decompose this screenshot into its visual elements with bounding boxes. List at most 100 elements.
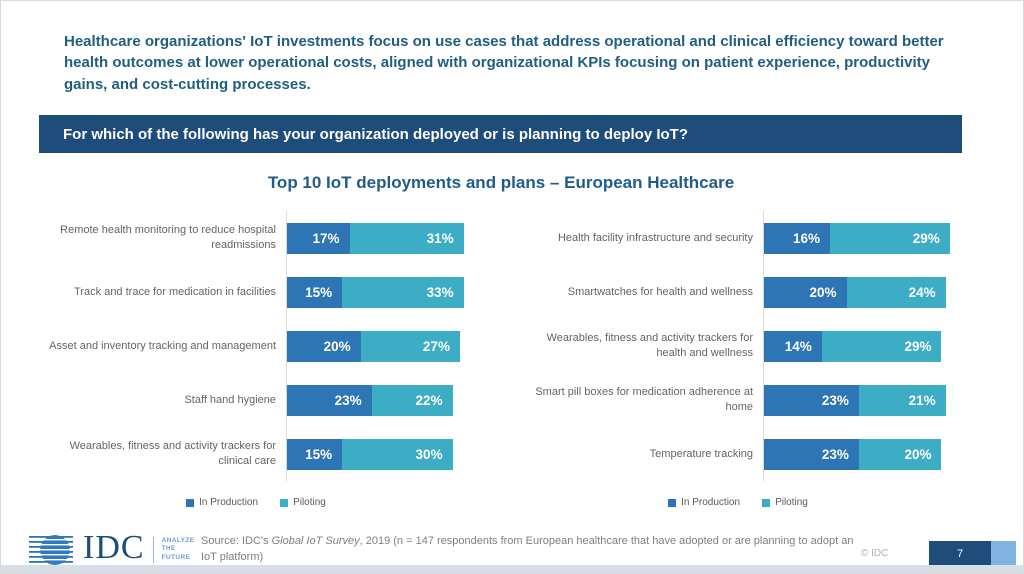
chart-row: Remote health monitoring to reduce hospi… — [41, 211, 471, 265]
bar-segment-in-production: 15% — [287, 276, 343, 308]
stacked-bar: 23% 21% — [764, 384, 958, 416]
chart-row: Health facility infrastructure and secur… — [518, 211, 958, 265]
bar-segment-in-production: 17% — [287, 222, 350, 254]
chart-rows: Health facility infrastructure and secur… — [518, 211, 958, 481]
bar-value-label: 17% — [312, 230, 340, 246]
legend-item-piloting: Piloting — [280, 497, 326, 508]
bar-plot-area: 15% 30% — [286, 427, 471, 481]
bar-plot-area: 23% 21% — [763, 373, 958, 427]
bar-value-label: 15% — [305, 446, 333, 462]
source-prefix: Source: IDC's — [201, 535, 272, 547]
bar-segment-in-production: 23% — [764, 384, 859, 416]
category-label: Wearables, fitness and activity trackers… — [546, 332, 753, 359]
bar-segment-piloting: 31% — [349, 222, 464, 254]
legend-item-in-production: In Production — [668, 497, 740, 508]
stacked-bar: 23% 20% — [764, 438, 958, 470]
bar-segment-in-production: 20% — [764, 276, 847, 308]
chart-row: Asset and inventory tracking and managem… — [41, 319, 471, 373]
bar-segment-in-production: 23% — [764, 438, 859, 470]
legend-label: Piloting — [775, 497, 808, 508]
bar-value-label: 22% — [415, 392, 443, 408]
category-label: Smart pill boxes for medication adherenc… — [535, 386, 753, 413]
bar-value-label: 20% — [904, 446, 932, 462]
chart-title: Top 10 IoT deployments and plans – Europ… — [267, 173, 735, 192]
chart-row: Smartwatches for health and wellness 20% 2… — [518, 265, 958, 319]
chart-row: Wearables, fitness and activity trackers… — [518, 319, 958, 373]
bar-value-label: 15% — [305, 284, 333, 300]
bar-value-label: 29% — [912, 230, 940, 246]
legend-swatch — [668, 498, 677, 507]
bar-plot-area: 20% 24% — [763, 265, 958, 319]
question-banner: For which of the following has your orga… — [39, 115, 962, 153]
bar-segment-in-production: 20% — [287, 330, 361, 362]
bar-value-label: 33% — [426, 284, 454, 300]
chart-rows: Remote health monitoring to reduce hospi… — [41, 211, 471, 481]
bar-segment-piloting: 24% — [846, 276, 946, 308]
page-number-box: 7 — [929, 541, 991, 566]
bar-value-label: 31% — [426, 230, 454, 246]
chart-row: Smart pill boxes for medication adherenc… — [518, 373, 958, 427]
bar-segment-in-production: 14% — [764, 330, 822, 362]
category-label: Health facility infrastructure and secur… — [557, 231, 753, 244]
bar-value-label: 30% — [415, 446, 443, 462]
stacked-bar: 14% 29% — [764, 330, 958, 362]
bar-value-label: 29% — [904, 338, 932, 354]
bar-segment-piloting: 30% — [342, 438, 453, 470]
stacked-bar: 20% 24% — [764, 276, 958, 308]
bar-value-label: 24% — [908, 284, 936, 300]
chart-row: Temperature tracking 23% 20% — [518, 427, 958, 481]
copyright: © IDC — [861, 548, 889, 559]
bar-value-label: 23% — [334, 392, 362, 408]
legend-label: In Production — [681, 497, 741, 508]
legend-label: In Production — [199, 497, 259, 508]
legend-item-in-production: In Production — [186, 497, 258, 508]
bar-segment-piloting: 22% — [371, 384, 453, 416]
legend-swatch — [280, 498, 289, 507]
bar-segment-in-production: 16% — [764, 222, 831, 254]
chart-panel-right: Health facility infrastructure and secur… — [518, 211, 958, 508]
bar-segment-piloting: 27% — [360, 330, 460, 362]
chart-panel-left: Remote health monitoring to reduce hospi… — [41, 211, 471, 508]
bar-value-label: 20% — [809, 284, 837, 300]
category-label: Remote health monitoring to reduce hospi… — [60, 224, 276, 251]
stacked-bar: 17% 31% — [287, 222, 471, 254]
bar-plot-area: 15% 33% — [286, 265, 471, 319]
legend-label: Piloting — [293, 497, 326, 508]
chart-legend: In Production Piloting — [518, 497, 958, 508]
stacked-bar: 20% 27% — [287, 330, 471, 362]
source-note: Source: IDC's Global IoT Survey, 2019 (n… — [201, 534, 859, 566]
chart-row: Staff hand hygiene 23% 22% — [41, 373, 471, 427]
bottom-edge-strip — [1, 565, 1023, 573]
bar-plot-area: 23% 22% — [286, 373, 471, 427]
chart-row: Wearables, fitness and activity trackers… — [41, 427, 471, 481]
legend-item-piloting: Piloting — [762, 497, 808, 508]
bar-plot-area: 17% 31% — [286, 211, 471, 265]
stacked-bar: 23% 22% — [287, 384, 471, 416]
idc-logo: IDC ANALYZE THE FUTURE — [29, 531, 194, 568]
bar-segment-piloting: 29% — [830, 222, 950, 254]
tagline-line: THE — [161, 545, 176, 553]
chart-legend: In Production Piloting — [41, 497, 471, 508]
category-label: Staff hand hygiene — [184, 393, 276, 406]
category-label: Smartwatches for health and wellness — [567, 285, 753, 298]
bar-value-label: 20% — [323, 338, 351, 354]
source-survey-name: Global IoT Survey — [271, 535, 360, 547]
bar-segment-piloting: 21% — [858, 384, 946, 416]
bar-segment-in-production: 23% — [287, 384, 372, 416]
bar-value-label: 23% — [821, 446, 849, 462]
tagline-line: FUTURE — [161, 553, 191, 561]
bar-value-label: 23% — [821, 392, 849, 408]
source-suffix: , 2019 (n = 147 respondents from Europea… — [201, 535, 854, 563]
bar-value-label: 27% — [422, 338, 450, 354]
intro-paragraph: Healthcare organizations' IoT investment… — [64, 33, 944, 93]
bar-segment-piloting: 33% — [342, 276, 464, 308]
stacked-bar: 15% 33% — [287, 276, 471, 308]
category-label: Asset and inventory tracking and managem… — [49, 339, 276, 352]
legend-swatch — [186, 498, 195, 507]
bar-segment-in-production: 15% — [287, 438, 343, 470]
idc-logo-text: IDC — [83, 529, 145, 566]
page-number: 7 — [956, 547, 964, 560]
bar-segment-piloting: 29% — [821, 330, 942, 362]
idc-tagline: ANALYZE THE FUTURE — [162, 537, 195, 562]
stacked-bar: 16% 29% — [764, 222, 958, 254]
